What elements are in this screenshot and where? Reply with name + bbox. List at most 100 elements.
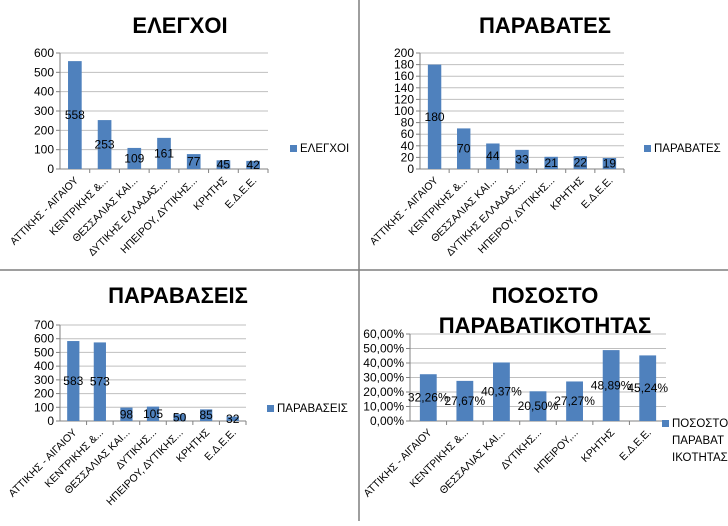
- bar: [173, 414, 186, 421]
- data-label: 161: [154, 146, 174, 160]
- y-tick-label: 0: [47, 414, 54, 428]
- legend-label: ΕΛΕΓΧΟΙ: [300, 143, 349, 155]
- data-label: 573: [90, 375, 110, 389]
- data-label: 33: [515, 152, 529, 166]
- bar: [120, 407, 133, 421]
- chart-title: ΠΑΡΑΒΑΣΕΙΣ: [108, 283, 248, 308]
- data-label: 50: [173, 411, 187, 425]
- bar: [68, 61, 82, 170]
- legend-swatch: [267, 405, 274, 412]
- y-tick-label: 300: [34, 104, 54, 118]
- y-tick-label: 0: [407, 162, 414, 176]
- y-tick-label: 500: [34, 345, 54, 359]
- y-tick-label: 20,00%: [363, 385, 404, 399]
- bar: [200, 409, 213, 421]
- bar: [146, 406, 160, 421]
- bar: [419, 374, 437, 421]
- y-tick-label: 0,00%: [370, 414, 404, 428]
- y-tick-label: 500: [34, 65, 54, 79]
- data-label: 70: [457, 142, 471, 156]
- y-tick-label: 400: [34, 85, 54, 99]
- y-tick-label: 140: [394, 81, 414, 95]
- bar: [573, 156, 587, 169]
- y-tick-label: 600: [34, 332, 54, 346]
- y-tick-label: 120: [394, 92, 414, 106]
- y-tick-label: 400: [34, 359, 54, 373]
- y-tick-label: 300: [34, 373, 54, 387]
- y-tick-label: 700: [34, 318, 54, 332]
- chart-title: ΕΛΕΓΧΟΙ: [132, 13, 227, 38]
- y-tick-label: 40: [401, 139, 415, 153]
- bar: [97, 120, 112, 169]
- data-label: 44: [486, 149, 500, 163]
- data-label: 109: [124, 151, 144, 165]
- data-label: 45: [217, 158, 231, 172]
- bar: [515, 149, 529, 169]
- y-tick-label: 200: [34, 387, 54, 401]
- bar: [157, 137, 171, 169]
- data-label: 48,89%: [591, 379, 632, 393]
- data-label: 22: [574, 156, 588, 170]
- y-tick-label: 20: [401, 150, 415, 164]
- data-label: 558: [65, 108, 85, 122]
- y-tick-label: 60: [401, 127, 415, 141]
- bar: [639, 355, 657, 421]
- y-tick-label: 50,00%: [363, 342, 404, 356]
- legend-label: ΠΑΡΑΒΑΣΕΙΣ: [277, 403, 348, 415]
- y-tick-label: 100: [394, 104, 414, 118]
- data-label: 42: [246, 158, 260, 172]
- data-label: 40,37%: [481, 385, 522, 399]
- bar: [93, 342, 106, 421]
- bar: [186, 154, 201, 169]
- legend-swatch: [290, 145, 297, 152]
- y-tick-label: 600: [34, 46, 54, 60]
- y-tick-label: 60,00%: [363, 327, 404, 341]
- y-tick-label: 100: [34, 400, 54, 414]
- bar: [486, 143, 500, 169]
- bar: [246, 160, 260, 169]
- data-label: 20,50%: [518, 399, 559, 413]
- y-tick-label: 180: [394, 58, 414, 72]
- bar: [456, 380, 474, 421]
- data-label: 32,26%: [408, 391, 449, 405]
- y-tick-label: 30,00%: [363, 371, 404, 385]
- data-label: 98: [120, 407, 134, 421]
- bar: [216, 160, 231, 169]
- data-label: 27,67%: [445, 394, 486, 408]
- bar: [427, 64, 442, 169]
- legend-swatch: [662, 420, 669, 427]
- data-label: 85: [199, 408, 213, 422]
- y-tick-label: 80: [401, 116, 415, 130]
- legend-label: ΠΑΡΑΒΑΤΕΣ: [654, 143, 721, 155]
- y-tick-label: 40,00%: [363, 356, 404, 370]
- bar: [226, 416, 239, 421]
- y-tick-label: 200: [394, 46, 414, 60]
- bar: [529, 391, 547, 421]
- y-tick-label: 0: [47, 162, 54, 176]
- legend-swatch: [644, 145, 651, 152]
- data-label: 105: [143, 407, 163, 421]
- y-tick-label: 10,00%: [363, 400, 404, 414]
- data-label: 583: [63, 374, 83, 388]
- bar: [493, 362, 510, 421]
- data-label: 253: [95, 138, 115, 152]
- bar: [602, 350, 620, 421]
- data-label: 19: [603, 156, 617, 170]
- bar: [602, 157, 617, 169]
- bar: [67, 341, 80, 421]
- data-label: 21: [544, 156, 558, 170]
- y-tick-label: 200: [34, 123, 54, 137]
- y-tick-label: 160: [394, 69, 414, 83]
- data-label: 180: [425, 110, 445, 124]
- chart-title: ΠΑΡΑΒΑΤΕΣ: [479, 13, 611, 38]
- bar: [544, 156, 558, 169]
- bar: [566, 381, 583, 421]
- bar: [127, 147, 142, 169]
- data-label: 45,24%: [627, 381, 668, 395]
- data-label: 77: [187, 155, 201, 169]
- data-label: 27,27%: [554, 394, 595, 408]
- y-tick-label: 100: [34, 143, 54, 157]
- legend-label: ΠΟΣΟΣΤΟ ΠΑΡΑΒΑΤ ΙΚΟΤΗΤΑΣ: [672, 418, 728, 464]
- bar: [457, 128, 471, 169]
